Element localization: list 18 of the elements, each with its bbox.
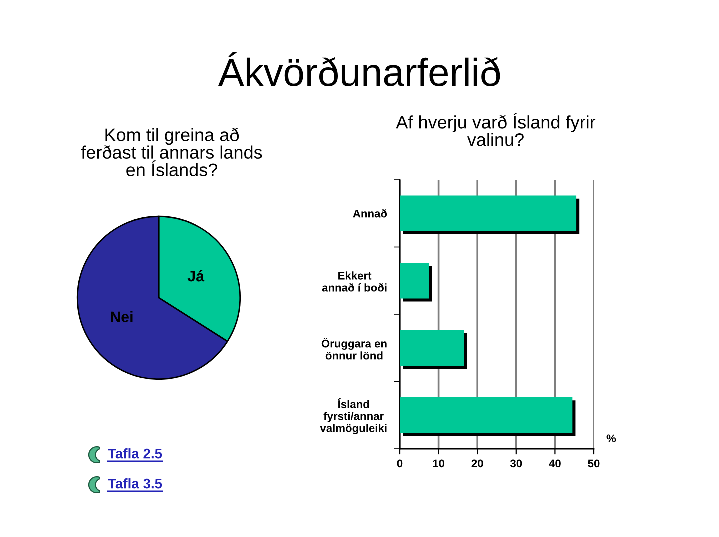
- text: Tafla 2.5: [108, 448, 162, 459]
- y-tick-label: Ekkert annað í boði: [322, 272, 387, 292]
- x-axis-title: %: [606, 434, 616, 443]
- chart-title: Kom til greina að ferðast til annars lands en Íslands?: [81, 128, 262, 176]
- slice-label: Já: [188, 270, 205, 282]
- y-tick-label: Annað: [353, 209, 388, 218]
- y-tick-label: Ísland fyrsti/annar valmöguleiki: [320, 398, 387, 435]
- slice-label: Nei: [111, 311, 133, 322]
- text: Ákvörðunarferlið: [218, 52, 500, 86]
- chart-title: Af hverju varð Ísland fyrir valinu?: [396, 113, 596, 146]
- x-tick-label: 50: [588, 460, 600, 468]
- x-tick-label: 40: [549, 460, 561, 468]
- x-tick-label: 30: [510, 460, 522, 468]
- y-tick-label: Öruggara en önnur lönd: [322, 338, 387, 360]
- x-tick-label: 10: [433, 460, 445, 468]
- x-tick-label: 20: [472, 460, 484, 468]
- x-tick-label: 0: [397, 460, 403, 468]
- text: Tafla 3.5: [108, 478, 162, 489]
